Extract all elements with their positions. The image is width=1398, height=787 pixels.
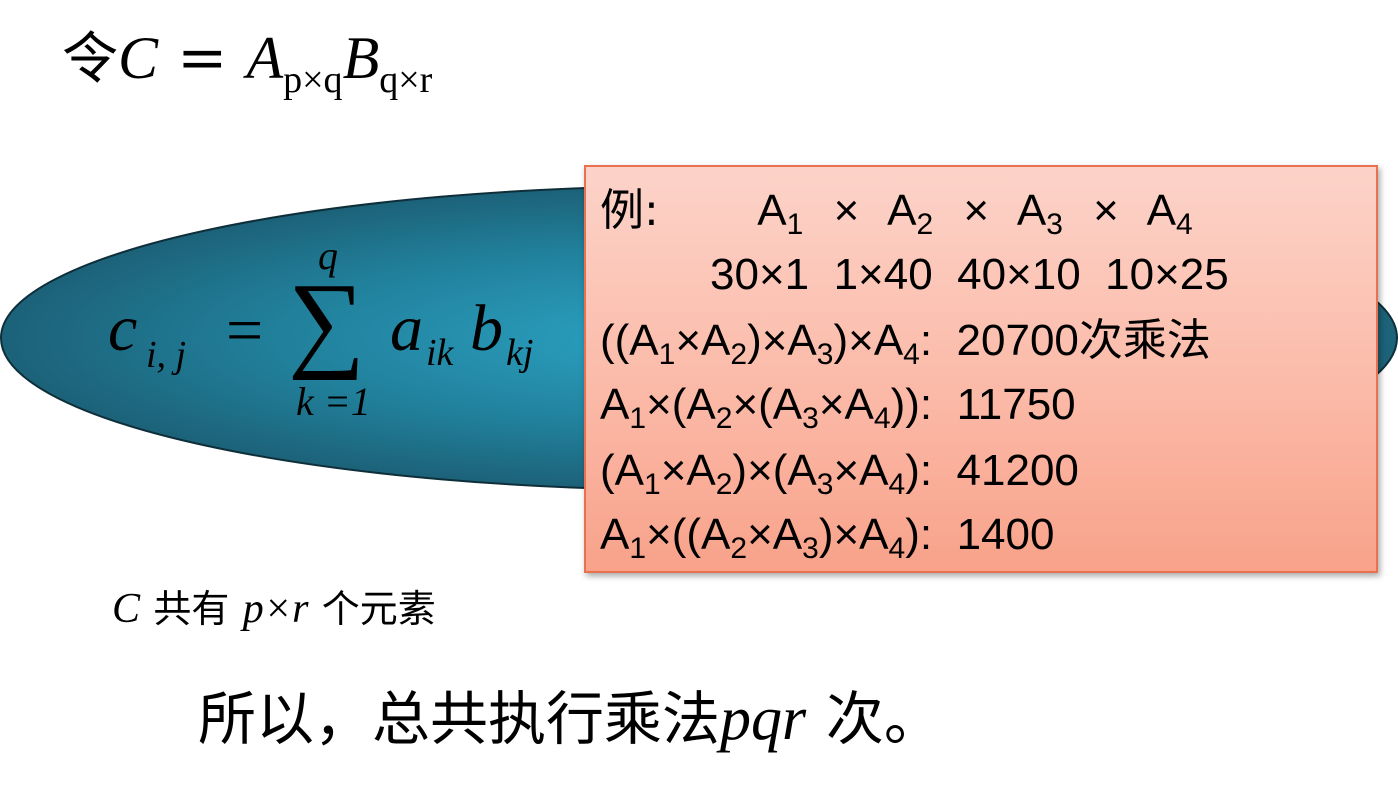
- sum-lower: k =1: [296, 379, 371, 424]
- times-sign: ×: [963, 186, 990, 235]
- title-prefix: 令: [62, 27, 118, 92]
- sum-c: c: [108, 292, 138, 365]
- sum-formula: c i, j = q ∑ k =1 a ik b kj: [108, 236, 578, 440]
- sum-b-sub: kj: [506, 332, 534, 374]
- sigma-symbol: ∑: [288, 262, 365, 381]
- dim-2: 1×40: [833, 250, 933, 299]
- title-b: B: [342, 25, 380, 91]
- sum-b: b: [470, 292, 503, 365]
- order-row-4: A1×((A2×A3)×A4): 1400: [600, 510, 1055, 565]
- elements-note: C 共有 p×r 个元素: [112, 578, 436, 633]
- matrix-3: A3: [1016, 186, 1063, 241]
- example-header-row: 例: A1 × A2 × A3 × A4: [600, 186, 1193, 241]
- order-expression: A1×((A2×A3)×A4):: [600, 510, 945, 565]
- matrix-1: A1: [757, 186, 804, 241]
- order-row-2: A1×(A2×(A3×A4)): 11750: [600, 380, 1076, 435]
- conclusion-text2: 次。: [825, 685, 942, 753]
- dim-4: 10×25: [1105, 250, 1229, 299]
- title-lhs: C: [118, 25, 159, 91]
- order-expression: (A1×A2)×(A3×A4):: [600, 446, 945, 501]
- title-formula: 令C = Ap×qBq×r: [62, 28, 432, 99]
- note-text1: 共有: [153, 587, 230, 631]
- example-box: 例: A1 × A2 × A3 × A4 30×1 1×40 40×10 10×…: [584, 165, 1378, 573]
- title-eq: =: [177, 23, 228, 93]
- times-sign: ×: [1093, 186, 1119, 235]
- dim-1: 30×1: [710, 250, 810, 299]
- dimensions-row: 30×1 1×40 40×10 10×25: [710, 253, 1229, 297]
- order-count: 1400: [956, 510, 1055, 559]
- order-count: 11750: [956, 380, 1076, 429]
- matrix-4: A4: [1146, 186, 1193, 241]
- order-row-3: (A1×A2)×(A3×A4): 41200: [600, 446, 1079, 501]
- conclusion-text1: 所以，总共执行乘法: [198, 685, 721, 753]
- order-expression: ((A1×A2)×A3)×A4:: [600, 316, 945, 371]
- order-count: 20700: [956, 316, 1079, 365]
- title-b-sub: q×r: [379, 59, 433, 101]
- sum-eq: =: [226, 294, 264, 367]
- conclusion: 所以，总共执行乘法pqr 次。: [198, 672, 942, 756]
- times-sign: ×: [833, 186, 860, 235]
- sum-c-sub: i, j: [146, 334, 187, 376]
- sum-a: a: [390, 292, 423, 365]
- conclusion-pqr: pqr: [720, 685, 807, 753]
- note-pr: p×r: [242, 586, 309, 632]
- order-count: 41200: [956, 446, 1079, 495]
- sum-upper: q: [318, 233, 338, 278]
- order-expression: A1×(A2×(A3×A4)):: [600, 380, 945, 435]
- title-a-sub: p×q: [283, 59, 343, 101]
- sum-a-sub: ik: [426, 332, 454, 374]
- example-label: 例:: [600, 185, 659, 236]
- order-suffix: 次乘法: [1078, 315, 1211, 366]
- title-a: A: [246, 25, 284, 91]
- note-text2: 个元素: [321, 587, 436, 631]
- note-c: C: [112, 586, 141, 632]
- order-row-1: ((A1×A2)×A3)×A4: 20700次乘法: [600, 316, 1211, 371]
- dim-3: 40×10: [957, 250, 1081, 299]
- matrix-2: A2: [887, 186, 934, 241]
